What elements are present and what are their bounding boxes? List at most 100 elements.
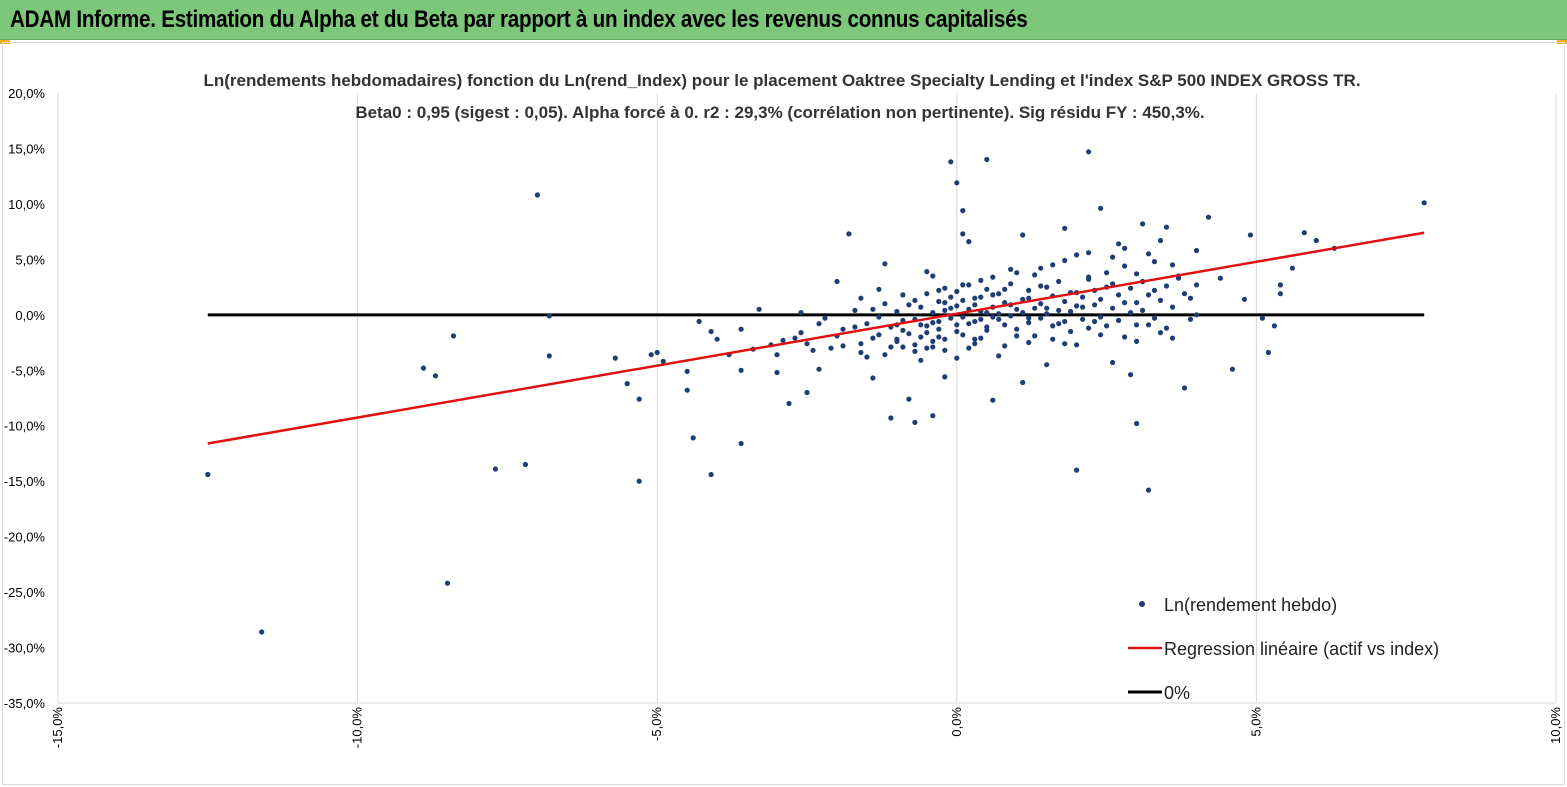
scatter-point bbox=[816, 321, 822, 327]
y-tick-label: -30,0% bbox=[4, 641, 46, 656]
scatter-point bbox=[1259, 315, 1265, 321]
scatter-point bbox=[546, 313, 552, 319]
scatter-point bbox=[636, 396, 642, 402]
scatter-point bbox=[930, 320, 936, 326]
scatter-point bbox=[960, 297, 966, 303]
y-tick-label: 0,0% bbox=[15, 308, 45, 323]
regression-line-segment bbox=[207, 231, 1425, 445]
scatter-point bbox=[1098, 332, 1104, 338]
scatter-point bbox=[1241, 296, 1247, 302]
scatter-point bbox=[1080, 304, 1086, 310]
scatter-point bbox=[1074, 467, 1080, 473]
scatter-point bbox=[696, 318, 702, 325]
scatter-point bbox=[1134, 338, 1140, 344]
scatter-point bbox=[828, 345, 834, 351]
scatter-point bbox=[1110, 305, 1116, 311]
scatter-point bbox=[1050, 336, 1056, 342]
scatter-point bbox=[1128, 285, 1134, 291]
y-axis-ticks: 20,0% 15,0% 10,0% 5,0% 0,0% -5,0% -10,0% -15,0%… bbox=[4, 86, 46, 711]
scatter-point bbox=[636, 478, 642, 484]
scatter-point bbox=[1038, 283, 1044, 289]
y-tick-label: -10,0% bbox=[4, 419, 46, 434]
y-tick-label: 15,0% bbox=[8, 141, 45, 156]
scatter-point bbox=[205, 471, 211, 478]
scatter-point bbox=[948, 315, 954, 321]
y-tick-label: -15,0% bbox=[4, 474, 46, 489]
scatter-point bbox=[1193, 312, 1200, 318]
report-title: ADAM Informe. Estimation du Alpha et du … bbox=[10, 6, 1028, 33]
scatter-point bbox=[660, 358, 666, 364]
scatter-point bbox=[918, 304, 924, 310]
scatter-point bbox=[822, 315, 828, 321]
scatter-point bbox=[846, 231, 852, 237]
scatter-point bbox=[966, 345, 972, 351]
scatter-point bbox=[906, 331, 912, 337]
scatter-point bbox=[996, 311, 1002, 317]
scatter-point bbox=[1145, 251, 1152, 257]
scatter-point bbox=[966, 239, 972, 245]
scatter-point bbox=[708, 471, 714, 478]
scatter-point bbox=[1157, 237, 1164, 244]
scatter-point bbox=[1044, 311, 1050, 317]
y-tick-label: -5,0% bbox=[11, 363, 45, 378]
scatter-point bbox=[840, 343, 846, 349]
scatter-point bbox=[684, 368, 690, 374]
scatter-point bbox=[978, 316, 984, 322]
scatter-point bbox=[1277, 282, 1283, 288]
scatter-point bbox=[1163, 283, 1170, 289]
scatter-point bbox=[936, 287, 942, 293]
scatter-point bbox=[882, 261, 888, 267]
scatter-point bbox=[798, 310, 804, 316]
scatter-point bbox=[1181, 385, 1188, 391]
scatter-point bbox=[1074, 252, 1080, 258]
scatter-point bbox=[960, 314, 966, 320]
scatter-point bbox=[1145, 487, 1152, 493]
scatter-point bbox=[918, 357, 924, 363]
scatter-point bbox=[1020, 310, 1026, 316]
scatter-point bbox=[1122, 245, 1128, 251]
scatter-point bbox=[738, 440, 744, 447]
scatter-point bbox=[1062, 341, 1068, 347]
scatter-point bbox=[1020, 296, 1026, 302]
scatter-point bbox=[1026, 320, 1032, 326]
scatter-point bbox=[1128, 372, 1134, 378]
scatter-point bbox=[1008, 281, 1014, 287]
scatter-point bbox=[942, 347, 948, 353]
scatter-point bbox=[1068, 308, 1074, 315]
scatter-point bbox=[816, 366, 822, 372]
scatter-point bbox=[1038, 265, 1044, 271]
scatter-point bbox=[960, 208, 966, 214]
legend-label-zero: 0% bbox=[1164, 683, 1190, 703]
scatter-point bbox=[984, 310, 990, 316]
scatter-point bbox=[1151, 259, 1158, 265]
scatter-point bbox=[1128, 310, 1134, 316]
scatter-point bbox=[714, 336, 720, 342]
scatter-point bbox=[942, 307, 948, 313]
scatter-point bbox=[1104, 323, 1110, 329]
scatter-point bbox=[1134, 300, 1140, 306]
scatter-point bbox=[1187, 295, 1194, 301]
scatter-point bbox=[864, 321, 870, 327]
scatter-point bbox=[1014, 306, 1020, 312]
chart-title-line2: Beta0 : 0,95 (sigest : 0,05). Alpha forc… bbox=[355, 103, 1204, 122]
scatter-point bbox=[1110, 254, 1116, 260]
scatter-point bbox=[978, 335, 984, 341]
scatter-point bbox=[942, 336, 948, 342]
legend-label-points: Ln(rendement hebdo) bbox=[1164, 595, 1337, 615]
scatter-point bbox=[924, 323, 930, 329]
scatter-point bbox=[990, 292, 996, 298]
scatter-point bbox=[918, 322, 924, 328]
scatter-point bbox=[1116, 292, 1122, 298]
scatter-point bbox=[852, 307, 858, 313]
scatter-point bbox=[1110, 281, 1116, 287]
scatter-point bbox=[1014, 333, 1020, 339]
chart-title-line1: Ln(rendements hebdomadaires) fonction du… bbox=[203, 71, 1360, 90]
scatter-point bbox=[894, 308, 900, 315]
scatter-point bbox=[1080, 316, 1086, 322]
scatter-point bbox=[444, 580, 451, 586]
scatter-point bbox=[1020, 232, 1026, 238]
y-tick-label: -20,0% bbox=[4, 530, 46, 545]
scatter-point bbox=[1002, 343, 1008, 349]
scatter-point bbox=[912, 419, 918, 425]
scatter-point bbox=[942, 300, 948, 306]
